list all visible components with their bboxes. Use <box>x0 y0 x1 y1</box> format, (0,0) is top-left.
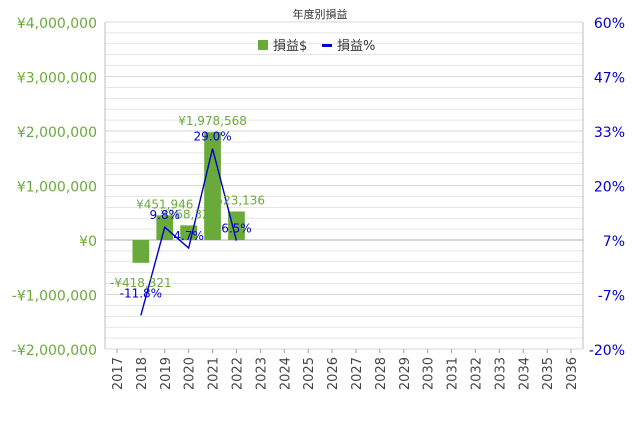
x-tick-label: 2030 <box>422 357 437 390</box>
legend-bar-swatch <box>258 40 268 50</box>
legend-bar-label: 損益$ <box>273 39 307 54</box>
axes: ¥4,000,000 ¥3,000,000 ¥2,000,000 ¥1,000,000… <box>12 16 625 390</box>
line-series <box>140 148 238 316</box>
x-tick-label: 2036 <box>565 357 580 390</box>
grid <box>104 21 584 350</box>
y-left-tick-label: -¥2,000,000 <box>12 343 97 359</box>
x-tick-label: 2028 <box>374 357 389 390</box>
x-tick-label: 2023 <box>254 357 269 390</box>
line-data-label: 29.0% <box>193 130 231 144</box>
y-left-tick-label: -¥1,000,000 <box>12 289 97 305</box>
y-left-tick-label: ¥1,000,000 <box>17 180 97 196</box>
x-tick-label: 2035 <box>541 357 556 390</box>
bar <box>204 132 221 240</box>
y-left-tick-label: ¥3,000,000 <box>17 71 97 87</box>
bar-data-label: -¥418,321 <box>110 276 172 290</box>
line-data-label: 9.8% <box>150 208 181 222</box>
bar <box>132 240 150 263</box>
legend: 損益$ 損益% <box>258 39 375 54</box>
x-tick-label: 2032 <box>469 357 484 390</box>
y-right-tick-label: 33% <box>594 125 625 141</box>
bar-data-label: ¥1,978,568 <box>178 114 247 128</box>
chart-title: 年度別損益 <box>293 7 348 21</box>
y-right-tick-label: 7% <box>603 234 625 250</box>
x-tick-label: 2018 <box>135 357 150 390</box>
line-data-label: 4.7% <box>173 229 204 243</box>
bar-data-label: ¥451,946 <box>136 197 193 211</box>
x-tick-label: 2034 <box>517 357 532 390</box>
bar-data-label: ¥268,328 <box>160 207 217 221</box>
y-right-tick-label: 47% <box>594 71 625 87</box>
y-left-tick-label: ¥2,000,000 <box>17 125 97 141</box>
line-data-label: -11.8% <box>120 286 162 300</box>
x-tick-label: 2024 <box>278 357 293 390</box>
y-right-tick-label: 20% <box>594 180 625 196</box>
line-path <box>140 148 238 316</box>
legend-line-label: 損益% <box>337 39 375 54</box>
x-tick-label: 2020 <box>183 357 198 390</box>
line-data-label: 6.5% <box>221 222 252 236</box>
x-tick-label: 2025 <box>302 357 317 390</box>
bar <box>228 211 245 240</box>
y-left-tick-label: ¥0 <box>79 234 97 250</box>
legend-line-swatch <box>322 44 332 47</box>
x-tick-label: 2017 <box>111 357 126 390</box>
y-right-tick-label: -20% <box>589 343 625 359</box>
y-right-tick-label: -7% <box>598 289 625 305</box>
x-tick-label: 2022 <box>230 357 245 390</box>
bar-series <box>132 132 245 263</box>
x-tick-label: 2019 <box>159 357 174 390</box>
y-right-tick-label: 60% <box>594 16 625 32</box>
x-tick-label: 2021 <box>207 357 222 390</box>
x-tick-label: 2033 <box>493 357 508 390</box>
bar-data-label: ¥523,136 <box>208 193 265 207</box>
x-tick-label: 2029 <box>398 357 413 390</box>
data-labels: -¥418,321 ¥451,946¥268,328 ¥1,978,568 ¥523,… <box>110 114 265 300</box>
x-tick-label: 2027 <box>350 357 365 390</box>
x-tick-label: 2031 <box>446 357 461 390</box>
y-left-tick-label: ¥4,000,000 <box>17 16 97 32</box>
x-tick-label: 2026 <box>326 357 341 390</box>
